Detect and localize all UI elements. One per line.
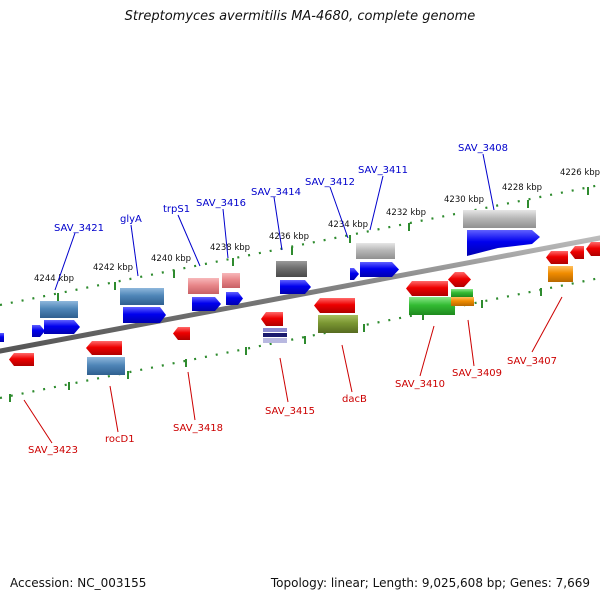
kbp-ticks <box>9 187 589 402</box>
gene-label-top: SAV_3414 <box>251 187 301 198</box>
genome-backbone <box>0 235 600 354</box>
accession-text: Accession: NC_003155 <box>10 576 147 590</box>
gene-arrow-blue <box>44 320 80 334</box>
gene-arrow-red <box>586 242 600 256</box>
gene-label-top: SAV_3421 <box>54 223 104 234</box>
gene-arrow-blue <box>32 325 45 337</box>
gene-arrow-red <box>9 353 34 366</box>
kbp-label: 4238 kbp <box>210 243 250 253</box>
gene-arrow-blue <box>350 268 359 280</box>
gene-arrow-blue <box>360 262 399 277</box>
kbp-label: 4236 kbp <box>269 232 309 242</box>
gene-label-bottom: dacB <box>342 394 367 405</box>
gene-box-light-gray <box>356 243 395 259</box>
gene-arrow-red <box>406 281 448 296</box>
gene-box-orange <box>548 266 573 282</box>
gene-box-pink <box>188 278 219 294</box>
gene-label-top: trpS1 <box>163 204 190 215</box>
kbp-label: 4226 kbp <box>560 168 600 178</box>
kbp-label: 4240 kbp <box>151 254 191 264</box>
gene-arrow-blue <box>192 297 221 311</box>
gene-arrow-red <box>546 251 568 264</box>
kbp-label: 4230 kbp <box>444 195 484 205</box>
gene-label-top: SAV_3412 <box>305 177 355 188</box>
gene-label-bottom: SAV_3418 <box>173 423 223 434</box>
gene-box-olive <box>318 315 358 333</box>
genome-title: Streptomyces avermitilis MA-4680, comple… <box>124 9 476 24</box>
gene-arrow-blue <box>467 230 540 256</box>
gene-box-steel <box>40 301 78 318</box>
gene-arrow-red <box>448 272 471 287</box>
gene-arrow-red <box>86 341 122 355</box>
gene-arrow-blue <box>123 307 166 323</box>
gene-arrow-red <box>570 246 584 259</box>
gene-label-bottom: SAV_3415 <box>265 406 315 417</box>
gene-arrow-blue <box>226 292 243 305</box>
gene-label-top: SAV_3416 <box>196 198 246 209</box>
kbp-label: 4242 kbp <box>93 263 133 273</box>
gene-label-top: SAV_3411 <box>358 165 408 176</box>
kbp-label: 4234 kbp <box>328 220 368 230</box>
gene-arrow-red <box>173 327 190 340</box>
gene-box-green <box>409 297 455 315</box>
gene-box-light-gray <box>463 210 536 228</box>
gene-box-steel <box>120 288 164 305</box>
kbp-label: 4244 kbp <box>34 274 74 284</box>
gene-label-bottom: SAV_3409 <box>452 368 502 379</box>
gene-features <box>0 210 600 375</box>
gene-label-bottom: SAV_3410 <box>395 379 445 390</box>
gene-arrow-red <box>314 298 355 313</box>
bottom-leader-lines <box>23 296 563 444</box>
gene-box-steel <box>87 357 125 375</box>
gene-box-pink <box>222 273 240 288</box>
gene-box-orange <box>451 297 474 306</box>
gene-label-bottom: rocD1 <box>105 434 135 445</box>
gene-arrow-red <box>261 312 283 326</box>
gene-box-green <box>451 289 473 297</box>
top-leader-lines <box>54 153 495 291</box>
gene-arrow-blue <box>280 280 311 294</box>
gene-label-top: SAV_3408 <box>458 143 508 154</box>
kbp-label: 4228 kbp <box>502 183 542 193</box>
gene-label-bottom: SAV_3423 <box>28 445 78 456</box>
gene-arrow-blue <box>0 333 4 342</box>
kbp-label: 4232 kbp <box>386 208 426 218</box>
gene-box-dark-gray <box>276 261 307 277</box>
gene-label-top: glyA <box>120 214 142 225</box>
gene-label-bottom: SAV_3407 <box>507 356 557 367</box>
genome-info-text: Topology: linear; Length: 9,025,608 bp; … <box>270 576 590 590</box>
